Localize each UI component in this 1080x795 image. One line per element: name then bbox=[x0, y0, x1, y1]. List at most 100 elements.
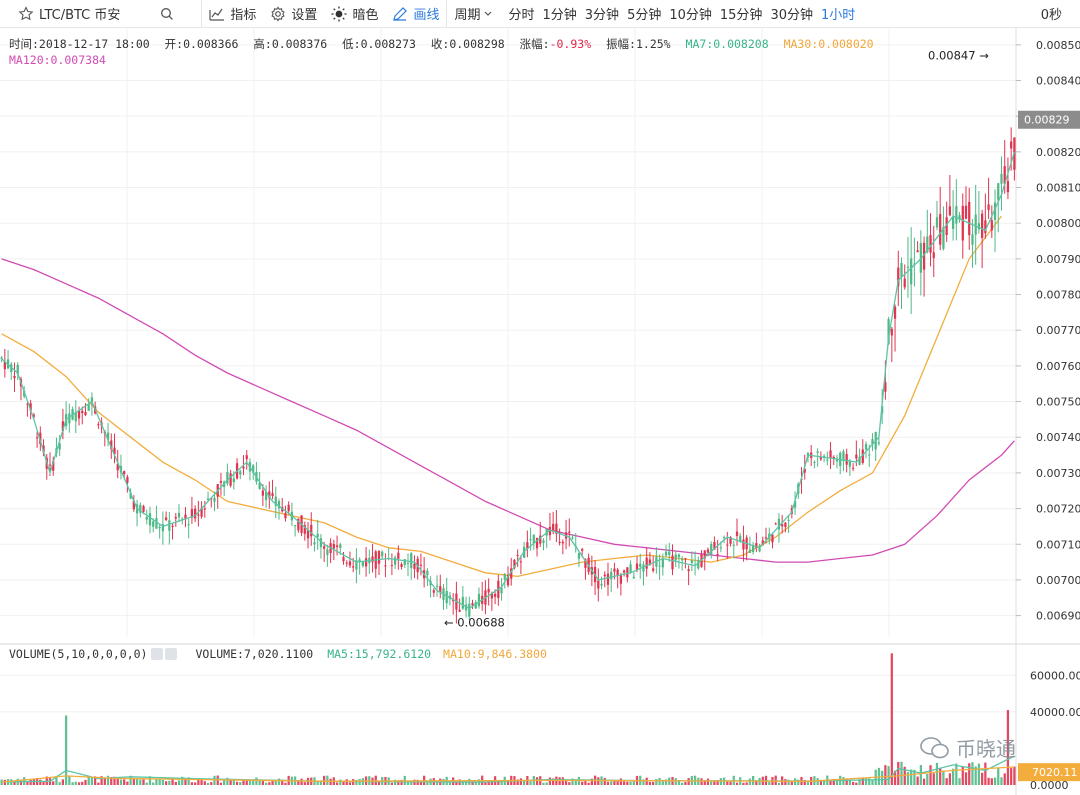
candle bbox=[626, 567, 629, 583]
volume-bar bbox=[13, 781, 16, 785]
volume-bar bbox=[951, 768, 955, 785]
candle-body bbox=[477, 593, 481, 607]
candle-body bbox=[132, 500, 135, 510]
volume-bar bbox=[200, 779, 203, 785]
candle-body bbox=[993, 202, 997, 220]
candle bbox=[400, 562, 403, 570]
volume-bar bbox=[497, 780, 500, 785]
candle-body bbox=[648, 559, 652, 565]
volume-bar bbox=[484, 782, 487, 785]
candle bbox=[993, 189, 997, 253]
candle-body bbox=[981, 213, 984, 238]
candle bbox=[58, 434, 61, 456]
candle bbox=[194, 505, 197, 522]
candle-body bbox=[977, 223, 981, 230]
favorite-symbol[interactable]: LTC/BTC 币安 bbox=[0, 0, 201, 27]
period-1m[interactable]: 1分钟 bbox=[539, 0, 581, 27]
pencil-icon bbox=[393, 6, 408, 21]
volume-bar bbox=[742, 782, 745, 785]
candle-body bbox=[203, 508, 206, 510]
volume-bar bbox=[584, 781, 587, 785]
change-label: 涨幅: bbox=[519, 37, 550, 51]
candle-body bbox=[858, 456, 861, 465]
candle-body bbox=[126, 476, 129, 483]
volume-bar bbox=[955, 763, 958, 785]
candle bbox=[203, 500, 206, 518]
period-5m[interactable]: 5分钟 bbox=[623, 0, 665, 27]
draw-button[interactable]: 画线 bbox=[385, 0, 446, 27]
settings-button[interactable]: 设置 bbox=[263, 0, 324, 27]
candle bbox=[164, 511, 168, 522]
period-3m[interactable]: 3分钟 bbox=[581, 0, 623, 27]
candle bbox=[622, 569, 626, 577]
candle bbox=[168, 511, 171, 545]
period-15m[interactable]: 15分钟 bbox=[716, 0, 767, 27]
volume-bar bbox=[316, 781, 319, 785]
candle-body bbox=[97, 424, 100, 426]
star-icon[interactable] bbox=[18, 5, 34, 22]
volume-value: VOLUME:7,020.1100 bbox=[195, 647, 314, 661]
current-volume-label: 7020.11 bbox=[1032, 766, 1078, 779]
candle bbox=[287, 501, 290, 515]
candle bbox=[874, 431, 877, 461]
candle bbox=[690, 551, 693, 572]
volume-bar bbox=[729, 781, 732, 785]
candle-body bbox=[584, 559, 587, 568]
open-value: 开:0.008366 bbox=[164, 37, 239, 51]
close-icon[interactable] bbox=[165, 648, 178, 660]
candle bbox=[984, 193, 987, 239]
search-icon[interactable] bbox=[160, 7, 174, 21]
volume-bar bbox=[848, 780, 852, 785]
candle-body bbox=[277, 501, 281, 509]
candle bbox=[687, 565, 690, 586]
settings-icon[interactable] bbox=[151, 648, 164, 660]
price-tick-label: 0.00780 bbox=[1036, 289, 1080, 302]
volume-bar bbox=[881, 770, 884, 785]
candle-body bbox=[493, 594, 497, 597]
volume-bar bbox=[435, 781, 439, 785]
candle-body bbox=[764, 537, 768, 539]
grid bbox=[0, 27, 1016, 713]
candle-body bbox=[526, 542, 529, 550]
volume-tick-label: 0.0000 bbox=[1030, 779, 1069, 792]
candle bbox=[68, 403, 71, 433]
candle bbox=[564, 519, 568, 550]
candle bbox=[839, 451, 842, 475]
volume-bar bbox=[784, 779, 787, 785]
volume-bar bbox=[910, 769, 913, 785]
volume-bar bbox=[142, 779, 145, 785]
period-1h[interactable]: 1小时 bbox=[817, 0, 859, 27]
period-30m[interactable]: 30分钟 bbox=[766, 0, 817, 27]
candle bbox=[629, 560, 632, 574]
candle bbox=[577, 552, 581, 568]
volume-bar bbox=[84, 779, 87, 785]
candle-body bbox=[35, 437, 39, 439]
amplitude-value: 振幅:1.25% bbox=[606, 37, 671, 51]
candle bbox=[171, 523, 174, 540]
candle bbox=[481, 581, 484, 611]
candle bbox=[597, 568, 600, 602]
candlestick-chart[interactable]: 0.008500.008400.008300.008200.008100.008… bbox=[0, 27, 1080, 795]
candle bbox=[897, 250, 900, 306]
volume-bar bbox=[106, 775, 110, 785]
volume-bar bbox=[161, 780, 165, 785]
candle-body bbox=[0, 357, 3, 359]
candle bbox=[323, 541, 326, 562]
candle-body bbox=[939, 214, 942, 245]
volume-bar bbox=[981, 772, 984, 785]
high-marker: 0.00847 → bbox=[928, 49, 989, 63]
indicator-button[interactable]: 指标 bbox=[202, 0, 263, 27]
volume-bar bbox=[126, 781, 129, 785]
candle-body bbox=[432, 590, 435, 593]
period-time[interactable]: 分时 bbox=[504, 0, 538, 27]
volume-bar bbox=[264, 782, 268, 785]
candle-body bbox=[400, 563, 403, 568]
volume-bar bbox=[700, 778, 703, 785]
candle-body bbox=[984, 220, 987, 234]
theme-toggle[interactable]: 暗色 bbox=[324, 0, 385, 27]
candle-body bbox=[803, 468, 806, 473]
candle bbox=[303, 521, 306, 541]
volume-bar bbox=[229, 780, 232, 785]
period-10m[interactable]: 10分钟 bbox=[665, 0, 716, 27]
period-dropdown[interactable]: 周期 bbox=[447, 0, 504, 27]
